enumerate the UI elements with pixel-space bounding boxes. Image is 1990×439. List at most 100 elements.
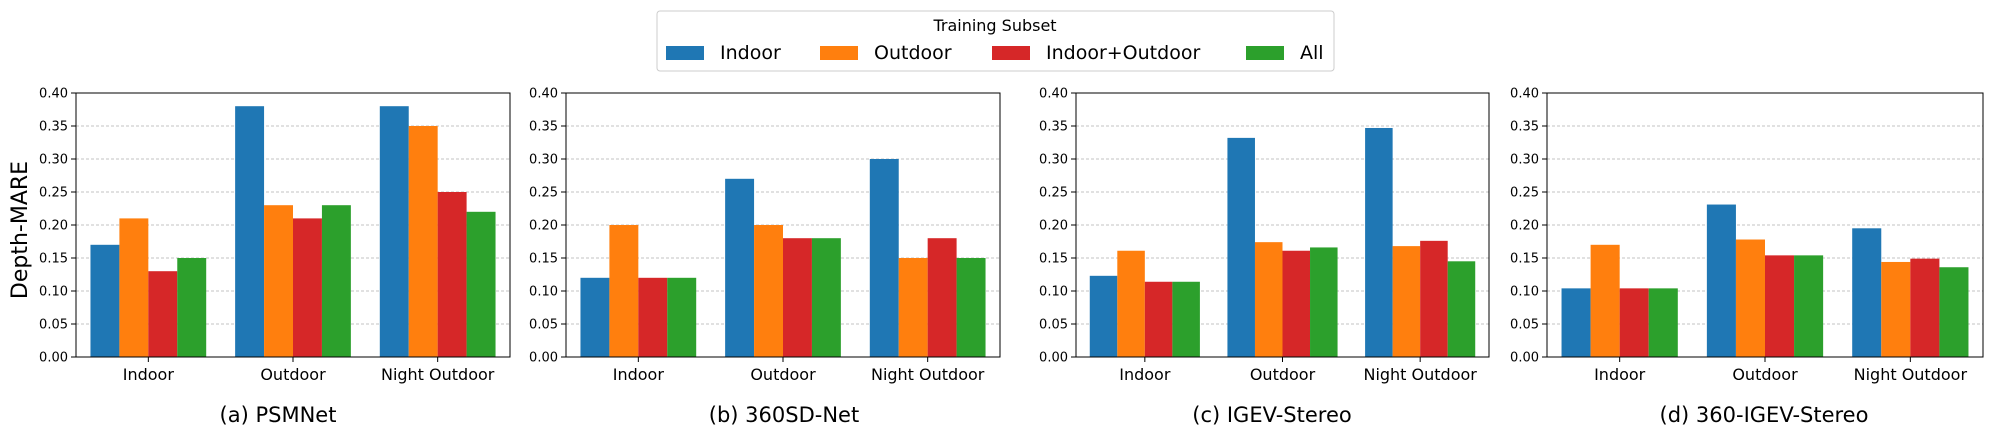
x-tick-label: Indoor bbox=[613, 365, 665, 384]
bar-outdoor-indoor bbox=[1706, 204, 1736, 357]
x-tick-label: Night Outdoor bbox=[1363, 365, 1477, 384]
bar-night-outdoor-all bbox=[1939, 267, 1969, 357]
bar-night-outdoor-outdoor bbox=[1392, 246, 1421, 357]
bar-night-outdoor-indoor-outdoor bbox=[927, 238, 957, 357]
x-tick-label: Night Outdoor bbox=[381, 365, 495, 384]
y-tick-label: 0.30 bbox=[1510, 153, 1539, 168]
y-tick-label: 0.20 bbox=[1039, 219, 1068, 234]
y-tick-label: 0.15 bbox=[529, 252, 558, 267]
panel-2: 0.00 0.05 0.10 0.15 0.20 0.25 0.30 0.35 0.40 Indo… bbox=[1039, 87, 1490, 427]
bar-night-outdoor-outdoor bbox=[1881, 261, 1911, 357]
bar-indoor-indoor-outdoor bbox=[148, 271, 178, 357]
bar-outdoor-indoor-outdoor bbox=[1282, 250, 1311, 357]
bar-outdoor-indoor bbox=[235, 106, 265, 357]
panel-3: 0.00 0.05 0.10 0.15 0.20 0.25 0.30 0.35 0.40 Indo… bbox=[1510, 87, 1984, 427]
bar-outdoor-all bbox=[811, 238, 841, 357]
bar-indoor-indoor-outdoor bbox=[1144, 281, 1173, 357]
y-tick-label: 0.15 bbox=[1510, 252, 1539, 267]
bar-night-outdoor-indoor-outdoor bbox=[437, 192, 467, 357]
bar-outdoor-all bbox=[1310, 247, 1338, 357]
y-tick-label: 0.30 bbox=[529, 153, 558, 168]
legend-entries: Indoor Outdoor Indoor+Outdoor All bbox=[666, 42, 1324, 64]
bar-night-outdoor-indoor bbox=[1365, 127, 1393, 357]
y-tick-label: 0.25 bbox=[1039, 186, 1068, 201]
y-tick-label: 0.35 bbox=[529, 120, 558, 135]
bar-outdoor-outdoor bbox=[1735, 239, 1765, 357]
panel-1: 0.00 0.05 0.10 0.15 0.20 0.25 0.30 0.35 0.40 Indo… bbox=[529, 87, 1001, 427]
x-tick-label: Outdoor bbox=[750, 365, 816, 384]
y-tick-label: 0.35 bbox=[1039, 120, 1068, 135]
y-tick-label: 0.40 bbox=[1510, 87, 1539, 102]
bar-outdoor-all bbox=[321, 205, 351, 357]
bar-indoor-indoor bbox=[580, 277, 610, 357]
y-tick-label: 0.35 bbox=[1510, 120, 1539, 135]
legend-swatch-3 bbox=[1246, 46, 1284, 60]
bar-indoor-indoor bbox=[90, 244, 120, 357]
y-tick-label: 0.20 bbox=[529, 219, 558, 234]
legend-swatch-0 bbox=[666, 46, 704, 60]
y-tick-label: 0.20 bbox=[39, 219, 68, 234]
subplot-title: (a) PSMNet bbox=[220, 403, 337, 427]
bar-outdoor-outdoor bbox=[264, 205, 293, 357]
bar-night-outdoor-outdoor bbox=[408, 126, 438, 357]
bar-outdoor-all bbox=[1794, 255, 1824, 357]
y-tick-label: 0.00 bbox=[1039, 351, 1068, 366]
panel-0: 0.00 0.05 0.10 0.15 0.20 0.25 0.30 0.35 0.40 Indo… bbox=[39, 87, 511, 427]
y-tick-label: 0.30 bbox=[1039, 153, 1068, 168]
y-tick-label: 0.25 bbox=[1510, 186, 1539, 201]
y-tick-label: 0.00 bbox=[39, 351, 68, 366]
axes-frame bbox=[75, 92, 511, 358]
bar-night-outdoor-indoor-outdoor bbox=[1910, 258, 1940, 357]
y-tick-label: 0.10 bbox=[39, 285, 68, 300]
x-tick-label: Outdoor bbox=[1732, 365, 1798, 384]
bar-night-outdoor-all bbox=[466, 211, 496, 357]
legend-swatch-1 bbox=[820, 46, 858, 60]
x-tick-label: Outdoor bbox=[260, 365, 326, 384]
y-tick-label: 0.40 bbox=[529, 87, 558, 102]
y-tick-label: 0.25 bbox=[529, 186, 558, 201]
bar-indoor-all bbox=[1172, 281, 1200, 357]
bar-night-outdoor-all bbox=[956, 258, 986, 357]
x-tick-label: Indoor bbox=[123, 365, 175, 384]
legend-swatch-2 bbox=[992, 46, 1030, 60]
bar-outdoor-indoor-outdoor bbox=[783, 238, 812, 357]
x-tick-label: Indoor bbox=[1594, 365, 1646, 384]
y-tick-label: 0.00 bbox=[529, 351, 558, 366]
bar-night-outdoor-indoor bbox=[1852, 228, 1882, 357]
bar-outdoor-outdoor bbox=[1254, 242, 1283, 357]
y-tick-label: 0.10 bbox=[1510, 285, 1539, 300]
bar-indoor-indoor bbox=[1089, 275, 1118, 357]
y-axis-label: Depth-MARE bbox=[8, 161, 33, 299]
bar-night-outdoor-outdoor bbox=[898, 258, 928, 357]
bar-indoor-all bbox=[177, 258, 207, 357]
legend: Training Subset Indoor Outdoor Indoor+Outd… bbox=[656, 10, 1335, 72]
bar-outdoor-indoor-outdoor bbox=[293, 218, 322, 357]
bar-outdoor-indoor-outdoor bbox=[1765, 255, 1795, 357]
axes-frame bbox=[1075, 92, 1490, 358]
bar-indoor-outdoor bbox=[1117, 250, 1145, 357]
y-tick-label: 0.40 bbox=[39, 87, 68, 102]
subplot-title: (d) 360-IGEV-Stereo bbox=[1660, 403, 1869, 427]
y-tick-label: 0.10 bbox=[529, 285, 558, 300]
y-tick-label: 0.05 bbox=[1039, 318, 1068, 333]
bar-night-outdoor-indoor-outdoor bbox=[1420, 240, 1448, 357]
panels: 0.00 0.05 0.10 0.15 0.20 0.25 0.30 0.35 0.40 Indo… bbox=[39, 87, 1984, 427]
y-tick-label: 0.25 bbox=[39, 186, 68, 201]
y-tick-label: 0.30 bbox=[39, 153, 68, 168]
bar-indoor-outdoor bbox=[1590, 244, 1620, 357]
y-tick-label: 0.35 bbox=[39, 120, 68, 135]
legend-label-0: Indoor bbox=[720, 42, 781, 64]
x-tick-label: Outdoor bbox=[1250, 365, 1316, 384]
bar-indoor-all bbox=[1648, 288, 1678, 357]
legend-label-1: Outdoor bbox=[874, 42, 952, 64]
y-tick-label: 0.20 bbox=[1510, 219, 1539, 234]
bar-indoor-outdoor bbox=[119, 218, 149, 357]
y-tick-label: 0.15 bbox=[39, 252, 68, 267]
bar-indoor-outdoor bbox=[609, 225, 639, 357]
axes-frame bbox=[1546, 92, 1984, 358]
x-tick-label: Indoor bbox=[1119, 365, 1171, 384]
y-tick-label: 0.10 bbox=[1039, 285, 1068, 300]
legend-label-2: Indoor+Outdoor bbox=[1046, 42, 1200, 64]
